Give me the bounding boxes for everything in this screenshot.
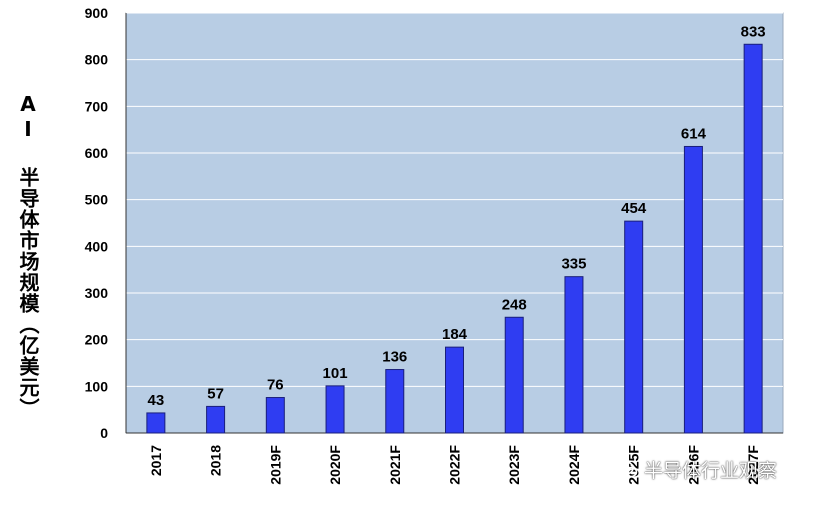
bar [683,145,703,434]
data-label: 614 [681,125,707,142]
bar [385,369,405,434]
bar [504,316,524,434]
data-label: 57 [207,385,224,402]
x-tick-label: 2023F [506,445,522,485]
bar [265,397,285,434]
x-tick-label: 2026F [685,445,701,485]
y-tick-label: 900 [85,5,109,21]
bar [743,43,763,434]
data-label: 454 [621,200,647,217]
x-tick-label: 2025F [626,445,642,485]
watermark: 半导体行业观察 [618,456,777,483]
x-tick-label: 2020F [327,445,343,485]
x-tick-label: 2017 [148,445,164,476]
y-tick-label: 300 [85,285,109,301]
bar [206,405,226,434]
bar [146,412,166,434]
x-tick-label: 2022F [447,445,463,485]
y-tick-label: 200 [85,332,109,348]
y-tick-label: 800 [85,52,109,68]
y-axis-title-wrap: AI 半导体市场规模（亿美元） [14,92,42,422]
x-tick-label: 2019F [267,445,283,485]
data-label: 101 [323,365,348,382]
bar [325,385,345,434]
x-tick-label: 2018 [208,445,224,476]
data-label: 248 [502,296,527,313]
data-label: 136 [382,349,407,366]
x-tick-label: 2024F [566,445,582,485]
data-label: 833 [741,23,766,40]
x-tick-label: 2027F [745,445,761,485]
wechat-icon [618,460,638,477]
bar [564,276,584,434]
data-label: 184 [442,326,468,343]
bars: 43 57 76 101 136 184 248 335 454 614 833 [146,23,766,434]
gridlines [126,12,783,387]
x-tick-label: 2021F [387,445,403,485]
watermark-text: 半导体行业观察 [644,460,778,482]
y-tick-label: 400 [85,238,109,254]
bar [624,220,644,434]
data-label: 43 [148,392,165,409]
y-tick-label: 600 [85,145,109,161]
y-tick-label: 500 [85,192,109,208]
data-label: 76 [267,377,284,394]
y-axis-title: AI 半导体市场规模（亿美元） [16,92,40,419]
x-axis: 2017 2018 2019F 2020F 2021F 2022F 2023F 2024F 20… [148,445,761,485]
bar [445,346,464,434]
y-tick-label: 0 [100,425,108,441]
data-label: 335 [561,256,586,273]
y-tick-label: 100 [85,378,109,394]
y-tick-label: 700 [85,98,109,114]
